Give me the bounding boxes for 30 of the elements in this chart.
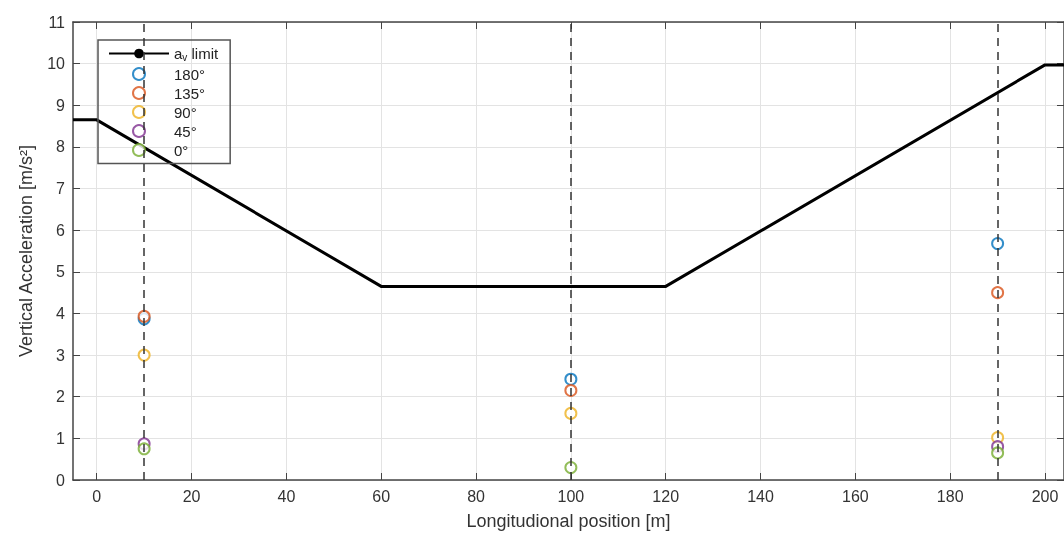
y-tick-label: 8 bbox=[56, 138, 66, 156]
legend-label: 45° bbox=[174, 122, 197, 140]
y-tick-label: 7 bbox=[56, 180, 66, 198]
x-tick-label: 160 bbox=[842, 487, 869, 505]
legend-label: 135° bbox=[174, 84, 206, 102]
y-tick-label: 10 bbox=[47, 55, 66, 73]
x-tick-label: 60 bbox=[372, 487, 391, 505]
y-tick-label: 9 bbox=[56, 96, 66, 114]
legend-label: 180° bbox=[174, 65, 206, 83]
x-tick-label: 80 bbox=[467, 487, 486, 505]
x-axis-title: Longitudional position [m] bbox=[466, 511, 671, 531]
x-tick-label: 100 bbox=[557, 487, 585, 505]
x-tick-label: 40 bbox=[277, 487, 296, 505]
x-tick-label: 180 bbox=[936, 487, 964, 505]
x-tick-label: 20 bbox=[182, 487, 201, 505]
y-tick-label: 1 bbox=[56, 429, 66, 447]
x-tick-label: 200 bbox=[1031, 487, 1059, 505]
legend-label: 90° bbox=[174, 103, 197, 121]
y-tick-label: 2 bbox=[56, 388, 66, 406]
y-tick-label: 0 bbox=[56, 471, 66, 489]
y-tick-label: 11 bbox=[48, 13, 66, 31]
legend-label: 0° bbox=[174, 141, 189, 159]
y-tick-label: 5 bbox=[56, 263, 66, 281]
x-tick-label: 140 bbox=[747, 487, 774, 505]
x-tick-label: 0 bbox=[92, 487, 102, 505]
x-tick-label: 120 bbox=[652, 487, 680, 505]
y-axis-title: Vertical Acceleration [m/s²] bbox=[16, 144, 36, 358]
y-tick-label: 4 bbox=[56, 304, 66, 322]
y-tick-label: 3 bbox=[56, 346, 66, 364]
y-tick-label: 6 bbox=[56, 221, 66, 239]
